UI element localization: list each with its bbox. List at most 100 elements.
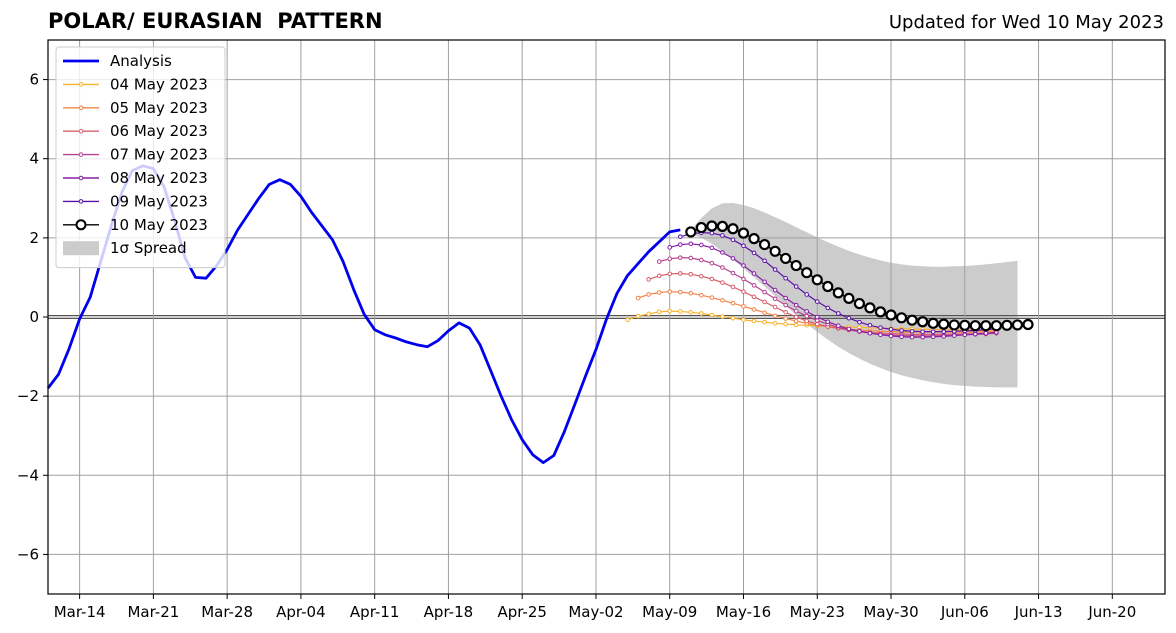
forecast-point bbox=[741, 276, 746, 282]
forecast-point bbox=[836, 323, 841, 329]
forecast-point bbox=[699, 257, 704, 263]
forecast-point bbox=[741, 263, 746, 268]
x-tick-label: May-30 bbox=[863, 603, 918, 621]
forecast-point bbox=[656, 273, 662, 279]
forecast-point bbox=[941, 329, 947, 334]
forecast-point bbox=[948, 319, 960, 331]
forecast-point bbox=[874, 306, 887, 318]
forecast-point bbox=[730, 256, 736, 261]
forecast-point bbox=[730, 284, 736, 290]
forecast-point bbox=[969, 320, 981, 332]
forecast-point bbox=[825, 305, 831, 311]
forecast-point bbox=[790, 259, 802, 272]
forecast-point bbox=[804, 292, 810, 297]
forecast-point bbox=[867, 323, 873, 328]
forecast-point bbox=[888, 333, 894, 339]
forecast-point bbox=[709, 245, 715, 251]
forecast-point bbox=[804, 309, 810, 314]
forecast-point bbox=[1022, 318, 1034, 331]
legend-label: 07 May 2023 bbox=[110, 146, 208, 164]
forecast-point bbox=[832, 287, 844, 299]
legend-marker bbox=[78, 152, 84, 157]
forecast-point bbox=[677, 271, 683, 276]
forecast-point bbox=[656, 259, 662, 264]
x-tick-label: May-02 bbox=[568, 603, 623, 621]
forecast-point bbox=[751, 271, 757, 276]
x-tick-label: Apr-25 bbox=[497, 603, 547, 621]
x-tick-label: May-16 bbox=[716, 603, 771, 621]
forecast-point bbox=[709, 260, 715, 266]
forecast-point bbox=[667, 245, 673, 250]
forecast-point bbox=[709, 312, 715, 318]
forecast-point bbox=[867, 330, 873, 336]
forecast-point bbox=[811, 274, 823, 286]
forecast-point bbox=[730, 315, 736, 321]
y-tick-label: −4 bbox=[17, 466, 39, 484]
forecast-point bbox=[646, 292, 651, 297]
forecast-point bbox=[783, 295, 788, 301]
forecast-point bbox=[780, 252, 792, 265]
forecast-point bbox=[846, 326, 852, 332]
forecast-point bbox=[951, 333, 957, 338]
forecast-point bbox=[677, 255, 683, 260]
forecast-point bbox=[751, 318, 757, 324]
forecast-point bbox=[706, 220, 718, 232]
legend-label: Analysis bbox=[110, 52, 172, 70]
forecast-point bbox=[772, 267, 778, 272]
forecast-point bbox=[762, 299, 767, 305]
forecast-point bbox=[720, 314, 725, 319]
forecast-point bbox=[772, 321, 778, 326]
forecast-point bbox=[846, 315, 852, 321]
forecast-point bbox=[804, 313, 810, 319]
axis-layer: −6 −4 −2 0 2 4 6 Mar-14 Mar-21 Mar-28 Apr-04 Apr-11… bbox=[17, 71, 1136, 621]
x-tick-label: May-09 bbox=[642, 603, 697, 621]
forecast-point bbox=[885, 309, 897, 321]
forecast-point bbox=[751, 250, 757, 256]
forecast-point bbox=[699, 311, 704, 316]
y-tick-label: 0 bbox=[29, 308, 39, 326]
forecast-point bbox=[857, 319, 862, 325]
legend-marker bbox=[78, 199, 84, 204]
forecast-point bbox=[646, 311, 651, 317]
forecast-point bbox=[646, 277, 651, 282]
forecast-point bbox=[720, 233, 725, 238]
forecast-point bbox=[709, 230, 715, 236]
forecast-point bbox=[959, 319, 971, 331]
forecast-point bbox=[709, 276, 715, 282]
forecast-point bbox=[804, 318, 810, 324]
forecast-point bbox=[667, 271, 673, 277]
forecast-point bbox=[695, 221, 707, 234]
forecast-point bbox=[741, 243, 746, 249]
forecast-point bbox=[699, 273, 704, 279]
legend-marker bbox=[78, 128, 84, 134]
forecast-point bbox=[688, 255, 694, 261]
forecast-point bbox=[864, 302, 876, 314]
forecast-point bbox=[762, 279, 767, 285]
forecast-point bbox=[762, 319, 767, 325]
forecast-point bbox=[814, 321, 820, 327]
forecast-point bbox=[783, 321, 788, 327]
forecast-point bbox=[793, 284, 799, 289]
forecast-point bbox=[699, 292, 704, 298]
forecast-point bbox=[751, 307, 757, 312]
forecast-point bbox=[677, 242, 683, 247]
forecast-point bbox=[699, 242, 704, 248]
forecast-point bbox=[920, 334, 925, 340]
y-tick-label: 4 bbox=[29, 150, 39, 168]
forecast-point bbox=[667, 256, 673, 262]
forecast-point bbox=[1001, 319, 1013, 331]
forecast-point bbox=[741, 289, 746, 294]
forecast-point bbox=[772, 313, 778, 319]
forecast-point bbox=[720, 265, 725, 270]
forecast-point bbox=[709, 295, 715, 300]
forecast-point bbox=[878, 325, 883, 330]
forecast-point bbox=[814, 299, 820, 304]
forecast-point bbox=[730, 300, 736, 306]
forecast-point bbox=[990, 320, 1002, 332]
forecast-point bbox=[941, 334, 947, 339]
forecast-point bbox=[793, 318, 799, 324]
forecast-point bbox=[727, 223, 739, 235]
forecast-point bbox=[825, 319, 831, 325]
x-tick-label: Mar-21 bbox=[127, 603, 179, 621]
forecast-point bbox=[930, 334, 936, 340]
